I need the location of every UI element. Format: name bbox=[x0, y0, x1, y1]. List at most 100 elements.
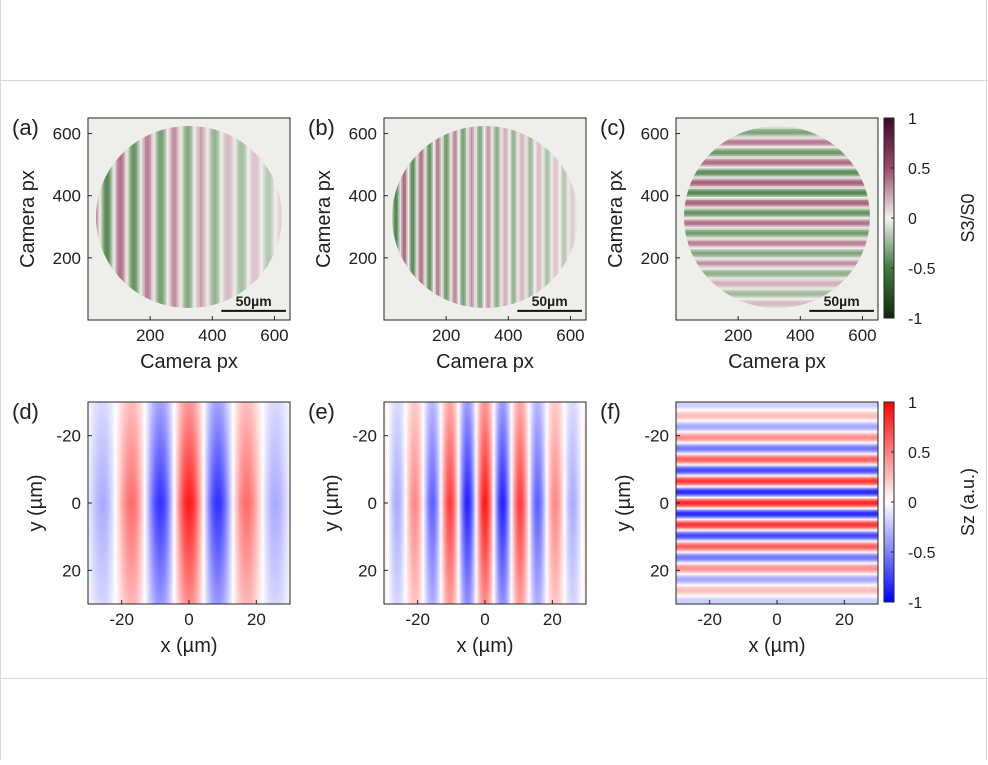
stripe-mark bbox=[676, 430, 878, 432]
stripe-mark bbox=[223, 125, 226, 309]
stripe-mark bbox=[676, 476, 878, 479]
stripe-mark bbox=[456, 125, 459, 309]
stripe-mark bbox=[201, 125, 204, 309]
stripe-mark bbox=[676, 447, 878, 450]
frame-rule-bottom bbox=[0, 678, 988, 679]
stripe-mark bbox=[684, 181, 870, 184]
stripe-mark bbox=[684, 282, 870, 285]
stripe-mark bbox=[676, 460, 878, 463]
x-axis-label: x (µm) bbox=[748, 635, 805, 657]
stripe-mark bbox=[684, 151, 870, 154]
stripe-mark bbox=[684, 297, 870, 301]
stripe-mark bbox=[676, 427, 878, 429]
stripe-mark bbox=[676, 534, 878, 536]
stripe-mark bbox=[676, 461, 878, 464]
stripe-mark bbox=[684, 201, 870, 204]
stripe-mark bbox=[420, 125, 423, 309]
stripe-mark bbox=[684, 267, 870, 271]
stripe-mark bbox=[571, 125, 574, 309]
stripe-mark bbox=[676, 428, 878, 430]
stripe-mark bbox=[552, 125, 556, 309]
stripe-mark bbox=[676, 405, 878, 407]
stripe-mark bbox=[676, 507, 878, 509]
y-tick-label: -20 bbox=[644, 427, 669, 446]
stripe-mark bbox=[684, 223, 870, 226]
stripe-mark bbox=[684, 226, 870, 230]
stripe-mark bbox=[567, 125, 570, 309]
stripe-mark bbox=[189, 125, 192, 309]
stripe-mark bbox=[554, 125, 557, 309]
stripe-mark bbox=[436, 125, 439, 309]
stripe-mark bbox=[676, 547, 878, 550]
stripe-mark bbox=[684, 165, 870, 168]
stripe-mark bbox=[684, 225, 870, 228]
stripe-mark bbox=[521, 125, 524, 309]
stripe-mark bbox=[103, 125, 106, 309]
panel-e: -20 0 20 20 0 -20 x (µm) y (µm) (e) bbox=[308, 399, 587, 657]
colorbar-tick-label: -0.5 bbox=[908, 545, 936, 562]
stripe-mark bbox=[676, 412, 878, 414]
stripe-mark bbox=[684, 166, 870, 170]
stripe-mark bbox=[234, 125, 237, 309]
stripe-mark bbox=[196, 125, 200, 309]
stripe-mark bbox=[684, 269, 870, 272]
stripe-mark bbox=[676, 539, 878, 541]
stripe-mark bbox=[275, 125, 278, 309]
stripe-mark bbox=[676, 470, 878, 473]
stripe-mark bbox=[116, 125, 119, 309]
stripe-mark bbox=[133, 125, 136, 309]
stripe-mark bbox=[108, 125, 111, 309]
heatmap-image bbox=[684, 125, 870, 309]
stripe-mark bbox=[676, 536, 878, 538]
stripe-mark bbox=[676, 478, 878, 481]
stripe-mark bbox=[459, 125, 462, 309]
y-tick-label: 600 bbox=[349, 125, 377, 144]
stripe-mark bbox=[676, 588, 878, 591]
stripe-mark bbox=[440, 125, 443, 309]
x-tick-label: 600 bbox=[556, 326, 584, 345]
stripe-mark bbox=[453, 125, 456, 309]
stripe-mark bbox=[684, 215, 870, 219]
stripe-mark bbox=[535, 125, 538, 309]
panel-c: 50µm 200 400 600 200 400 600 Camera px Camera px… bbox=[600, 115, 879, 373]
stripe-mark bbox=[412, 125, 415, 309]
stripe-mark bbox=[684, 133, 870, 136]
stripe-mark bbox=[393, 125, 396, 309]
stripe-mark bbox=[491, 125, 494, 309]
frame-rule-left bbox=[0, 0, 1, 760]
stripe-mark bbox=[684, 228, 870, 231]
stripe-mark bbox=[676, 414, 878, 416]
stripe-mark bbox=[278, 125, 282, 309]
stripe-mark bbox=[676, 557, 878, 560]
stripe-mark bbox=[684, 261, 870, 264]
y-tick-label: 0 bbox=[660, 494, 669, 513]
x-tick-label: 400 bbox=[494, 326, 522, 345]
stripe-mark bbox=[684, 143, 870, 146]
stripe-mark bbox=[676, 577, 878, 580]
stripe-mark bbox=[676, 477, 878, 480]
stripe-mark bbox=[562, 125, 565, 309]
stripe-mark bbox=[676, 422, 878, 424]
stripe-mark bbox=[684, 184, 870, 187]
stripe-mark bbox=[676, 423, 878, 425]
stripe-mark bbox=[154, 125, 157, 309]
y-axis-label: y (µm) bbox=[25, 474, 47, 531]
stripe-mark bbox=[676, 450, 878, 453]
stripe-mark bbox=[111, 125, 114, 309]
x-tick-label: 400 bbox=[198, 326, 226, 345]
stripe-mark bbox=[676, 499, 878, 502]
stripe-mark bbox=[684, 255, 870, 258]
stripe-mark bbox=[546, 125, 549, 309]
stripe-mark bbox=[269, 125, 272, 309]
stripe-mark bbox=[676, 565, 878, 568]
colorbar-tick-label: -1 bbox=[908, 311, 922, 328]
colorbar-tick-label: 1 bbox=[908, 395, 917, 412]
x-axis-label: Camera px bbox=[140, 351, 238, 373]
stripe-mark bbox=[181, 125, 184, 309]
stripe-mark bbox=[676, 463, 878, 466]
stripe-mark bbox=[676, 453, 878, 456]
colorbar-tick-label: -1 bbox=[908, 595, 922, 612]
stripe-mark bbox=[676, 407, 878, 409]
stripe-mark bbox=[676, 433, 878, 435]
stripe-mark bbox=[676, 455, 878, 458]
